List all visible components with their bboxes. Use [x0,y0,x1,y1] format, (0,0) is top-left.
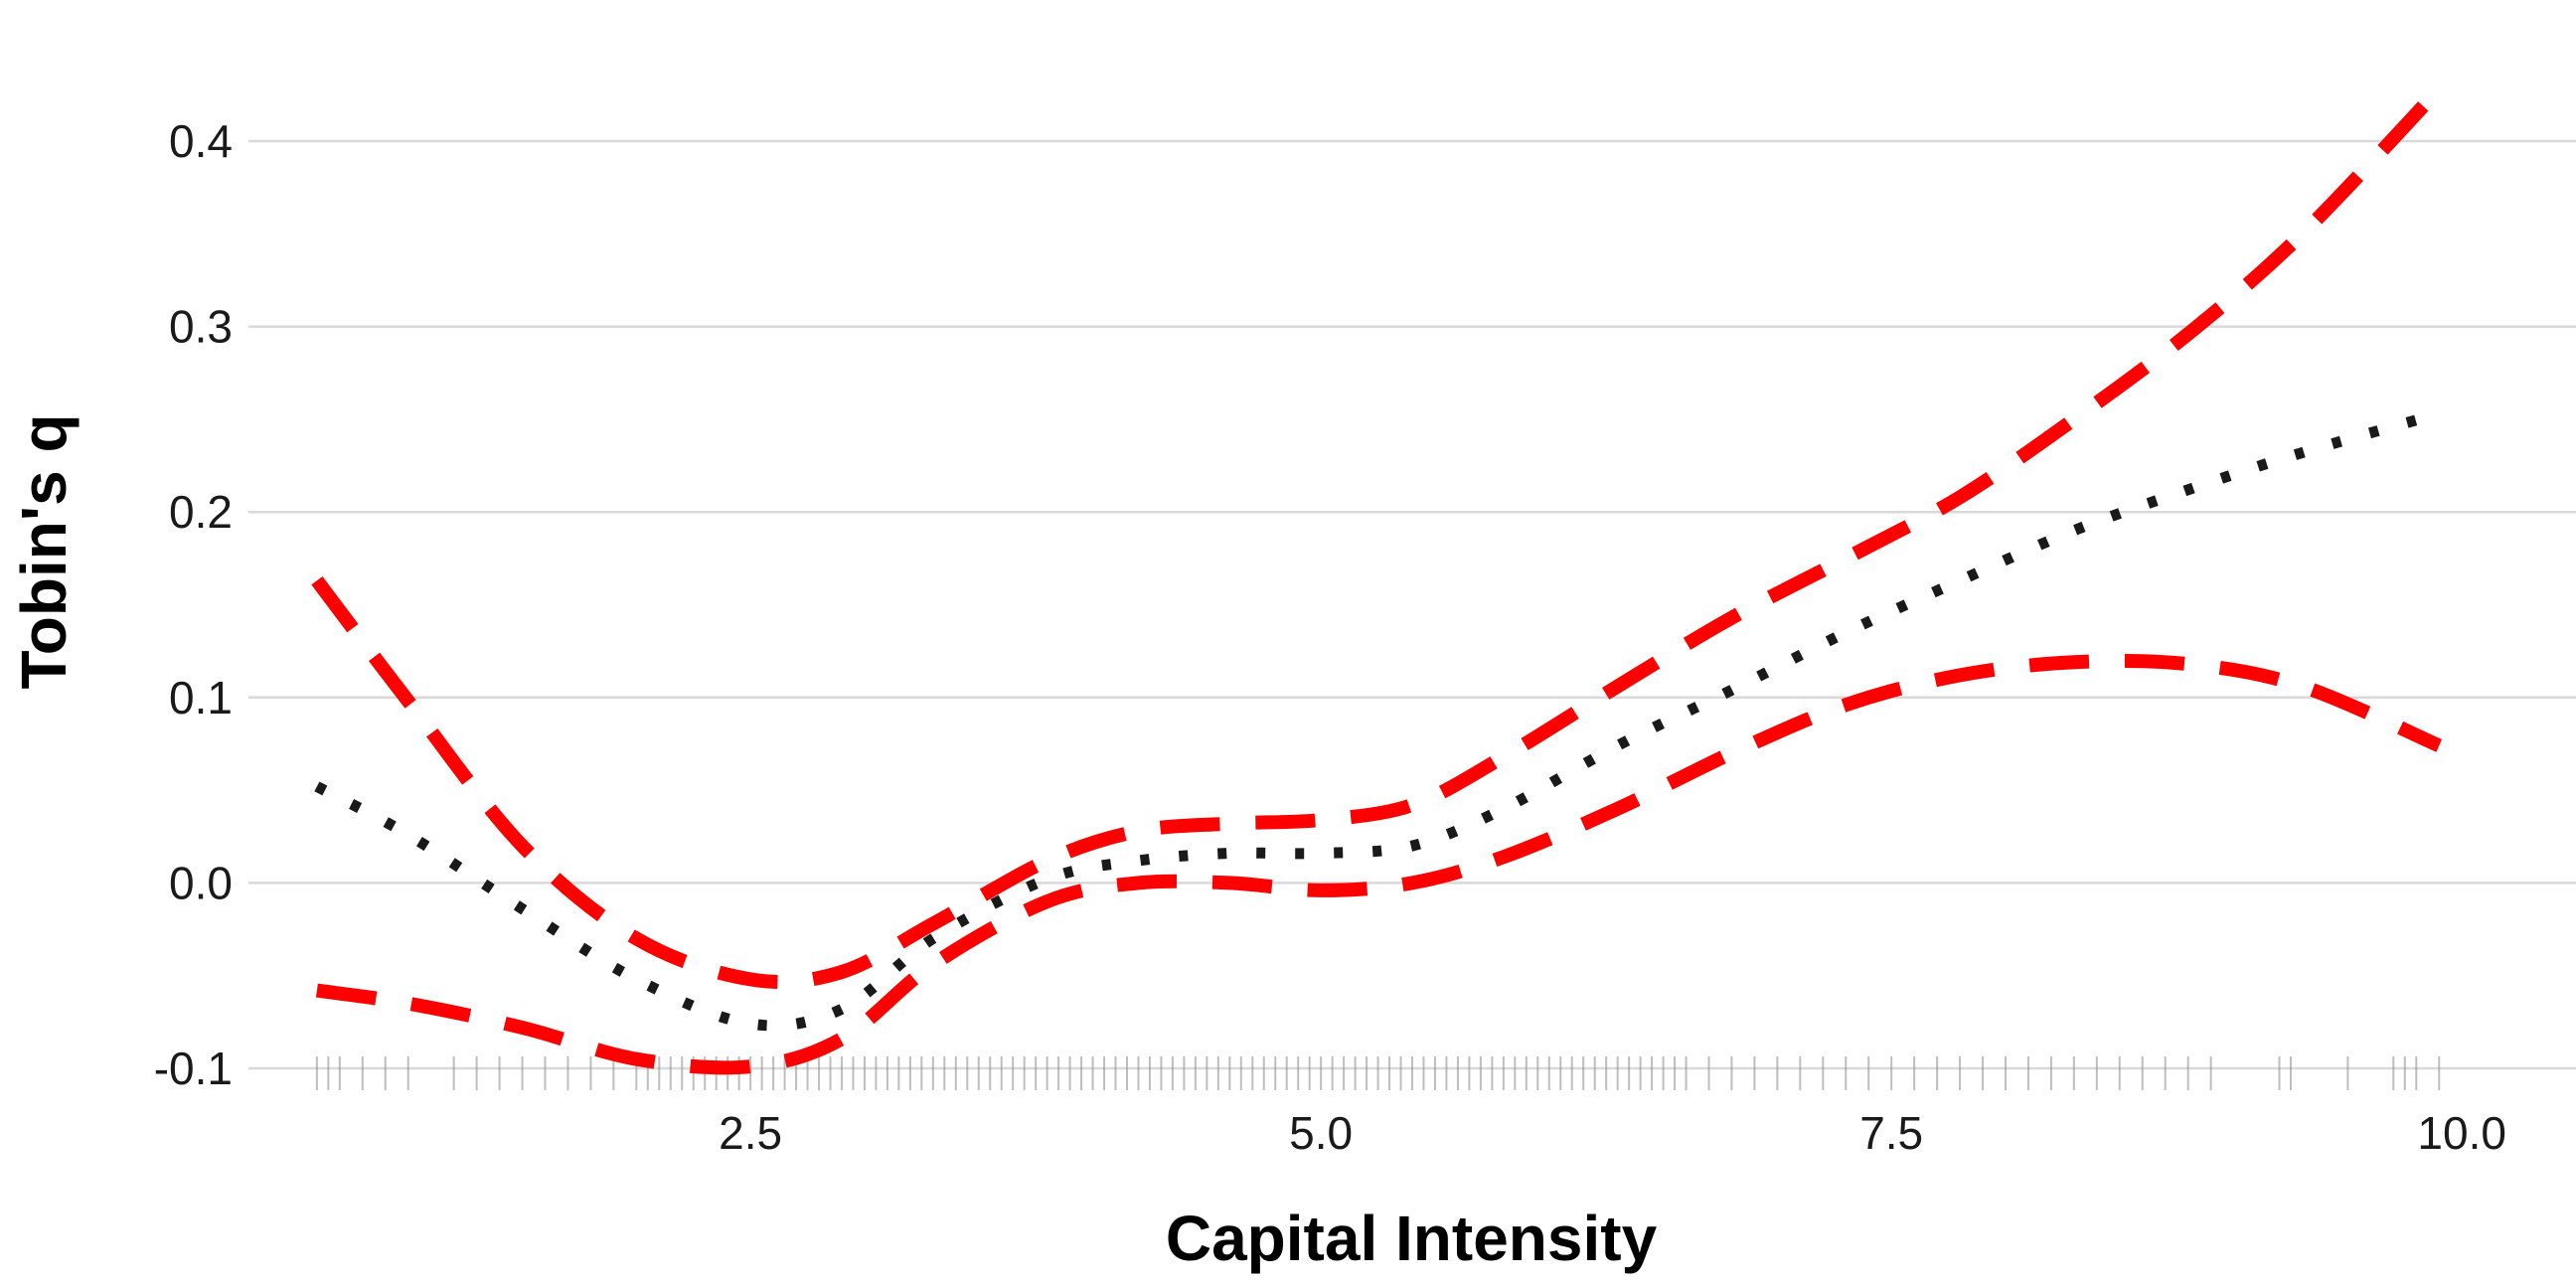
estimate-line [314,408,2441,1032]
rug-marks [315,1056,2441,1090]
x-tick-labels: 2.5 5.0 7.5 10.0 [719,1107,2506,1159]
y-tick-labels: -0.1 0.0 0.1 0.2 0.3 0.4 [154,115,233,1094]
series-lines [311,83,2445,1075]
y-tick-label: 0.0 [169,857,233,908]
lower-bound-line [315,654,2442,1075]
x-tick-label: 10.0 [2417,1107,2506,1159]
x-tick-label: 2.5 [719,1107,782,1159]
y-tick-label: 0.1 [169,672,233,724]
x-tick-label: 5.0 [1289,1107,1353,1159]
x-tick-label: 7.5 [1859,1107,1923,1159]
y-tick-label: 0.3 [169,301,233,353]
y-tick-label: -0.1 [154,1043,233,1094]
y-axis-title: Tobin's q [8,413,80,689]
grid-lines [248,139,2576,1070]
upper-bound-line [311,83,2445,990]
x-axis-title: Capital Intensity [1166,1203,1658,1274]
y-tick-label: 0.2 [169,486,233,538]
y-tick-label: 0.4 [169,115,233,167]
